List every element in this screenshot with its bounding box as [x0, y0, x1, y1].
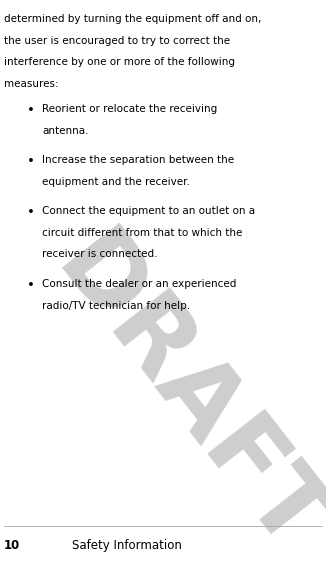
Text: •: •: [27, 279, 35, 292]
Text: interference by one or more of the following: interference by one or more of the follo…: [4, 57, 235, 67]
Text: Reorient or relocate the receiving: Reorient or relocate the receiving: [42, 104, 218, 115]
Text: •: •: [27, 206, 35, 219]
Text: Safety Information: Safety Information: [72, 539, 182, 552]
Text: DRAFT: DRAFT: [36, 220, 326, 567]
Text: antenna.: antenna.: [42, 126, 89, 136]
Text: measures:: measures:: [4, 79, 59, 89]
Text: Consult the dealer or an experienced: Consult the dealer or an experienced: [42, 279, 237, 289]
Text: Increase the separation between the: Increase the separation between the: [42, 155, 234, 166]
Text: radio/TV technician for help.: radio/TV technician for help.: [42, 301, 190, 311]
Text: •: •: [27, 155, 35, 168]
Text: Connect the equipment to an outlet on a: Connect the equipment to an outlet on a: [42, 206, 256, 217]
Text: 10: 10: [4, 539, 20, 552]
Text: •: •: [27, 104, 35, 117]
Text: determined by turning the equipment off and on,: determined by turning the equipment off …: [4, 14, 261, 24]
Text: circuit different from that to which the: circuit different from that to which the: [42, 228, 243, 238]
Text: equipment and the receiver.: equipment and the receiver.: [42, 177, 190, 187]
Text: the user is encouraged to try to correct the: the user is encouraged to try to correct…: [4, 36, 230, 46]
Text: receiver is connected.: receiver is connected.: [42, 249, 158, 260]
